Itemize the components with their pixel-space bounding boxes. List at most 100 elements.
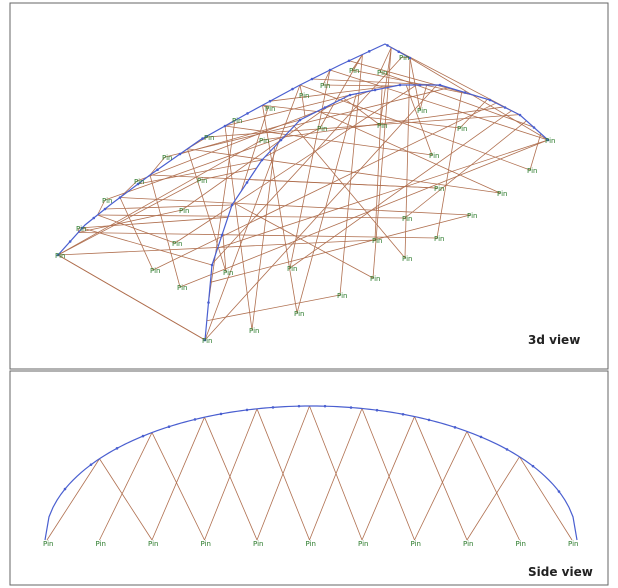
support-label: Pin: [377, 69, 387, 77]
top-drawing: Pin Pin Pin Pin Pin Pin Pin Pin Pin Pin Pin Pin Pin P…: [55, 44, 555, 345]
node: [119, 196, 122, 199]
node: [64, 488, 67, 491]
brace: [100, 459, 153, 540]
node: [399, 84, 402, 87]
brace: [205, 409, 258, 540]
support-label: Pin: [337, 292, 347, 300]
node: [329, 69, 332, 72]
brace: [410, 58, 548, 140]
brace: [415, 431, 468, 540]
brace: [340, 55, 363, 296]
support-label: Pin: [306, 540, 316, 548]
node: [280, 139, 283, 142]
support-label: Pin: [417, 107, 427, 115]
brace: [530, 134, 541, 170]
support-label: Pin: [197, 177, 207, 185]
node: [519, 114, 522, 117]
brace: [362, 408, 415, 540]
brace: [47, 459, 100, 540]
brace: [207, 295, 340, 321]
support-label: Pin: [429, 152, 439, 160]
support-label: Pin: [259, 137, 269, 145]
node: [231, 204, 234, 207]
node: [221, 234, 224, 237]
support-label: Pin: [402, 255, 412, 263]
support-label: Pin: [223, 269, 233, 277]
node: [291, 88, 294, 91]
node: [454, 426, 457, 429]
support-label: Pin: [299, 92, 309, 100]
support-label: Pin: [162, 154, 172, 162]
node: [504, 106, 507, 109]
support-label: Pin: [349, 67, 359, 75]
support-label: Pin: [516, 540, 526, 548]
support-label: Pin: [96, 540, 106, 548]
node: [194, 418, 197, 421]
support-label: Pin: [202, 337, 212, 345]
brace: [225, 126, 432, 155]
top-panel: [10, 3, 608, 369]
brace: [467, 431, 520, 540]
support-label: Pin: [317, 125, 327, 133]
brace: [252, 147, 275, 330]
support-label: Pin: [320, 82, 330, 90]
node: [220, 413, 223, 416]
brace: [330, 70, 548, 140]
arch: [58, 44, 410, 255]
brace: [152, 417, 205, 540]
node: [489, 99, 492, 102]
support-label: Pin: [434, 235, 444, 243]
support-label: Pin: [43, 540, 53, 548]
support-label: Pin: [172, 240, 182, 248]
node: [386, 44, 389, 47]
brace: [460, 99, 487, 128]
node: [402, 413, 405, 416]
support-label: Pin: [201, 540, 211, 548]
brace: [188, 149, 227, 272]
node: [156, 168, 159, 171]
node: [397, 50, 400, 53]
support-label: Pin: [463, 540, 473, 548]
support-label: Pin: [204, 134, 214, 142]
brace: [180, 140, 548, 287]
side-drawing: PinPinPinPinPinPinPinPinPinPinPin: [43, 405, 578, 548]
node: [464, 91, 467, 94]
brace: [362, 417, 415, 540]
node: [116, 447, 119, 450]
node: [299, 119, 302, 122]
support-label: Pin: [497, 190, 507, 198]
support-label: Pin: [287, 265, 297, 273]
node: [324, 106, 327, 109]
support-label: Pin: [377, 122, 387, 130]
support-label: Pin: [545, 137, 555, 145]
brace: [205, 417, 258, 540]
node: [211, 264, 214, 267]
support-label: Pin: [232, 117, 242, 125]
support-label: Pin: [253, 540, 263, 548]
support-label: Pin: [102, 197, 112, 205]
node: [69, 240, 72, 243]
node: [506, 448, 509, 451]
node: [246, 409, 249, 412]
caption: 3d view: [528, 333, 580, 347]
brace: [100, 433, 153, 540]
node: [374, 89, 377, 92]
node: [368, 50, 371, 53]
support-label: Pin: [467, 212, 477, 220]
model-views: Pin Pin Pin Pin Pin Pin Pin Pin Pin Pin Pin Pin Pin P…: [0, 0, 618, 588]
support-label: Pin: [177, 284, 187, 292]
brace: [152, 433, 205, 540]
node: [272, 406, 275, 409]
node: [92, 217, 95, 220]
brace: [405, 121, 526, 218]
brace: [58, 255, 205, 340]
support-label: Pin: [402, 215, 412, 223]
brace: [225, 95, 350, 126]
brace: [467, 457, 520, 540]
node: [376, 409, 379, 412]
support-label: Pin: [358, 540, 368, 548]
support-label: Pin: [148, 540, 158, 548]
brace: [105, 136, 284, 200]
support-label: Pin: [249, 327, 259, 335]
support-label: Pin: [265, 105, 275, 113]
